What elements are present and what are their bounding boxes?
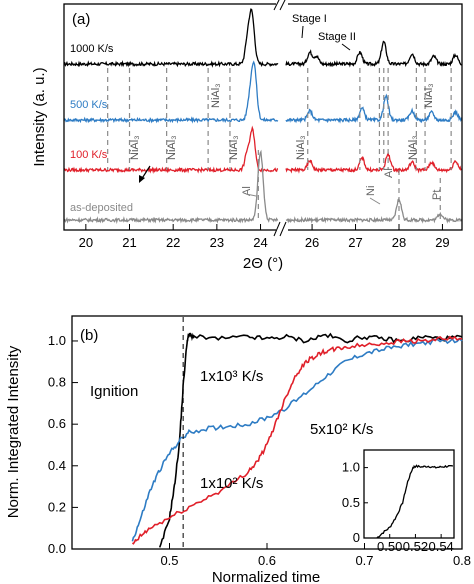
panel-b-series bbox=[131, 332, 463, 548]
panel-a: 20 21 22 23 24 26 27 28 29 (a) 2Θ (°) Intensity … bbox=[31, 0, 463, 272]
panel-a-series bbox=[63, 8, 463, 225]
panel-b-x-tick-label: 0.8 bbox=[453, 553, 471, 568]
panel-a-reference-lines bbox=[107, 68, 452, 222]
annotation-stage-1: Stage I bbox=[292, 13, 327, 25]
arrow-shoulder-head bbox=[139, 175, 145, 183]
annotation-al-2: Al bbox=[383, 168, 395, 178]
inset-frame bbox=[363, 449, 455, 539]
annotation-stage-2: Stage II bbox=[318, 31, 356, 43]
annotation-al-1: Al bbox=[241, 186, 253, 196]
pattern-curve-left bbox=[63, 8, 279, 68]
pattern-curve-left bbox=[63, 149, 279, 225]
panel-b-x-tick-label: 0.5 bbox=[160, 553, 178, 568]
panel-a-x-tick-label: 28 bbox=[392, 235, 406, 250]
annotation-nial3-5: NiAl₃ bbox=[295, 135, 307, 160]
panel-b-x-tick-label: 0.7 bbox=[355, 553, 373, 568]
inset-plot: 0.50 0.52 0.54 0 0.5 1.0 bbox=[342, 460, 454, 554]
panel-a-x-tick-label: 23 bbox=[210, 235, 224, 250]
arrow-ni bbox=[369, 197, 381, 205]
inset-x-tick-label: 0.50 bbox=[377, 539, 402, 554]
pattern-curve-right bbox=[285, 198, 463, 224]
axis-break-mark-top-2 bbox=[279, 0, 286, 11]
panel-a-x-tick-label: 27 bbox=[348, 235, 362, 250]
panel-a-x-tick-label: 22 bbox=[166, 235, 180, 250]
intensity-curve-1 bbox=[131, 337, 463, 542]
arrow-al-1 bbox=[245, 193, 257, 197]
annotation-nial3-7: NiAl₃ bbox=[423, 83, 435, 108]
axis-break-mark-top-1 bbox=[273, 0, 280, 11]
series-label-1e3: 1x10³ K/s bbox=[200, 368, 263, 385]
inset-y-tick-label: 0 bbox=[353, 530, 360, 545]
inset-x-tick-label: 0.52 bbox=[403, 539, 428, 554]
panel-a-frame bbox=[63, 3, 463, 231]
annotation-ni: Ni bbox=[365, 186, 377, 196]
panel-b-y-tick-label: 0.2 bbox=[48, 499, 66, 514]
panel-b-xlabel: Normalized time bbox=[212, 569, 320, 584]
annotation-nial3-3: NiAl₃ bbox=[166, 135, 178, 160]
annotation-nial3-1: NiAl₃ bbox=[210, 83, 222, 108]
pattern-curve-right bbox=[285, 40, 462, 68]
panel-a-label: (a) bbox=[72, 11, 90, 28]
annotation-pt: Pt bbox=[431, 190, 443, 200]
panel-b-y-tick-label: 1.0 bbox=[48, 333, 66, 348]
annotation-nial3-6: NiAl₃ bbox=[407, 135, 419, 160]
pattern-curve-right bbox=[285, 150, 462, 174]
stage-2-pointer bbox=[341, 43, 351, 51]
inset-x-tick-label: 0.54 bbox=[428, 539, 453, 554]
pattern-curve-left bbox=[63, 60, 279, 124]
panel-a-x-tick-label: 29 bbox=[435, 235, 449, 250]
panel-b-label: (b) bbox=[80, 327, 98, 344]
panel-b-y-tick-label: 0.4 bbox=[48, 458, 66, 473]
panel-a-x-tick-label: 21 bbox=[122, 235, 136, 250]
panel-a-x-tick-label: 26 bbox=[305, 235, 319, 250]
series-label-as-deposited: as-deposited bbox=[70, 202, 133, 214]
pattern-curve-right bbox=[285, 93, 463, 124]
ignition-label: Ignition bbox=[90, 383, 138, 400]
annotation-nial3-2: NiAl₃ bbox=[129, 135, 141, 160]
panel-a-x-tick-label: 24 bbox=[253, 235, 267, 250]
inset-y-tick-label: 1.0 bbox=[342, 460, 360, 475]
axis-break-mark-1 bbox=[273, 221, 281, 237]
panel-b-y-tick-label: 0.8 bbox=[48, 375, 66, 390]
panel-a-x-ticks: 20 21 22 23 24 26 27 28 29 bbox=[79, 224, 450, 250]
series-label-1000: 1000 K/s bbox=[70, 43, 114, 55]
panel-a-x-tick-label: 20 bbox=[79, 235, 93, 250]
axis-break-mask bbox=[276, 224, 288, 236]
series-label-5e2: 5x10² K/s bbox=[310, 421, 373, 438]
panel-b: 0.5 0.6 0.7 0.8 0.0 0.2 0.4 0.6 0.8 1.0 (b) Norma… bbox=[5, 315, 471, 584]
panel-b-x-tick-label: 0.6 bbox=[258, 553, 276, 568]
inset-curve bbox=[376, 464, 454, 539]
panel-a-xlabel: 2Θ (°) bbox=[243, 255, 283, 272]
series-label-100: 100 K/s bbox=[70, 149, 108, 161]
panel-b-frame bbox=[71, 315, 463, 550]
intensity-curve-0 bbox=[158, 332, 463, 548]
stage-1-pointer bbox=[301, 25, 304, 39]
axis-break-mark-2 bbox=[279, 221, 287, 237]
panel-b-ylabel: Norm. Integrated Intensity bbox=[5, 345, 22, 518]
pattern-curve-left bbox=[63, 125, 279, 175]
series-label-500: 500 K/s bbox=[70, 99, 108, 111]
panel-a-ylabel: Intensity (a. u.) bbox=[31, 67, 48, 166]
inset-y-tick-label: 0.5 bbox=[342, 495, 360, 510]
panel-b-y-tick-label: 0.6 bbox=[48, 416, 66, 431]
intensity-curve-2 bbox=[131, 335, 463, 545]
panel-b-ticks: 0.5 0.6 0.7 0.8 0.0 0.2 0.4 0.6 0.8 1.0 bbox=[48, 333, 471, 568]
series-label-1e2: 1x10² K/s bbox=[200, 475, 263, 492]
panel-b-y-tick-label: 0.0 bbox=[48, 541, 66, 556]
annotation-nial3-4: NiAl₃ bbox=[228, 135, 240, 160]
